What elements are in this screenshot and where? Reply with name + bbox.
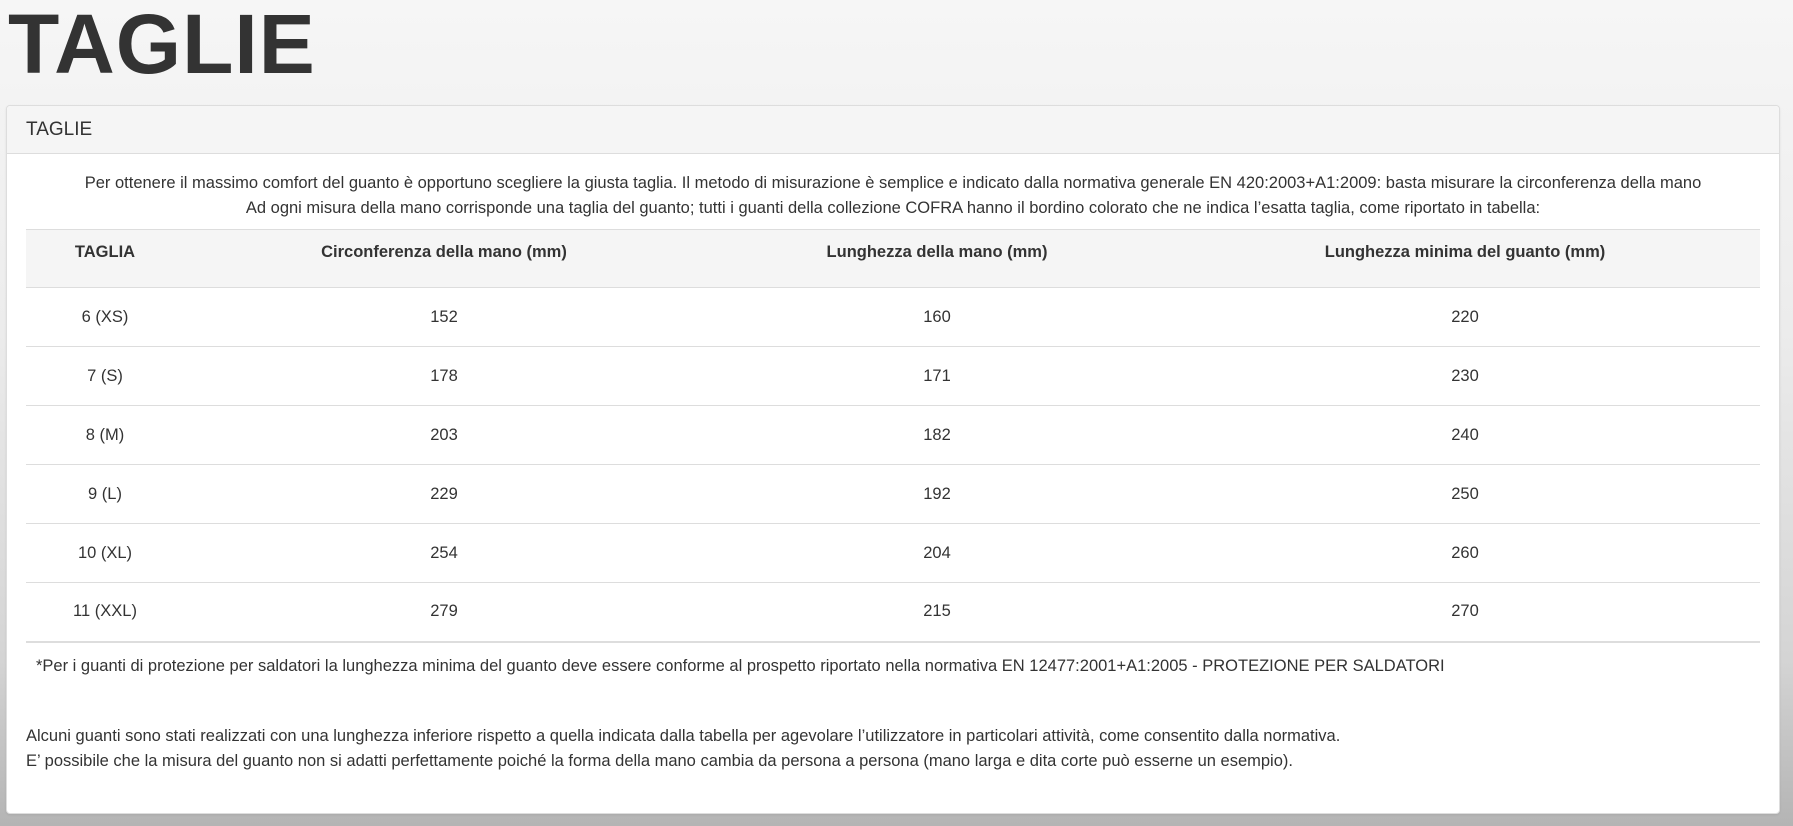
table-row: 10 (XL) 254 204 260	[26, 523, 1760, 583]
table-cell: 11 (XXL)	[26, 582, 184, 643]
note-line: E’ possibile che la misura del guanto no…	[26, 751, 1293, 770]
intro-line: Per ottenere il massimo comfort del guan…	[84, 174, 1702, 192]
table-cell: 240	[1170, 405, 1760, 465]
panel-body: Per ottenere il massimo comfort del guan…	[7, 154, 1779, 774]
table-cell: 10 (XL)	[26, 523, 184, 583]
table-row: 11 (XXL) 279 215 270	[26, 582, 1760, 643]
table-cell: 171	[704, 346, 1170, 406]
table-cell: 260	[1170, 523, 1760, 583]
table-cell: 230	[1170, 346, 1760, 406]
header-min-glove-length: Lunghezza minima del guanto (mm)	[1170, 229, 1760, 288]
table-cell: 7 (S)	[26, 346, 184, 406]
header-size: TAGLIA	[26, 229, 184, 288]
table-cell: 9 (L)	[26, 464, 184, 524]
table-cell: 279	[184, 582, 704, 643]
table-cell: 152	[184, 287, 704, 347]
table-cell: 229	[184, 464, 704, 524]
footnote: *Per i guanti di protezione per saldator…	[36, 656, 1445, 675]
table-cell: 270	[1170, 582, 1760, 643]
size-table: TAGLIA Circonferenza della mano (mm) Lun…	[26, 229, 1760, 643]
table-header-row: TAGLIA Circonferenza della mano (mm) Lun…	[26, 229, 1760, 288]
panel-heading: TAGLIE	[7, 106, 1779, 154]
table-cell: 178	[184, 346, 704, 406]
table-row: 9 (L) 229 192 250	[26, 464, 1760, 524]
notes: Alcuni guanti sono stati realizzati con …	[26, 724, 1760, 774]
intro-line: Ad ogni misura della mano corrisponde un…	[245, 199, 1541, 217]
table-cell: 203	[184, 405, 704, 465]
table-cell: 204	[704, 523, 1170, 583]
sizes-panel: TAGLIE Per ottenere il massimo comfort d…	[6, 105, 1780, 814]
table-cell: 6 (XS)	[26, 287, 184, 347]
table-row: 7 (S) 178 171 230	[26, 346, 1760, 406]
table-row: 6 (XS) 152 160 220	[26, 287, 1760, 347]
table-cell: 254	[184, 523, 704, 583]
table-cell: 215	[704, 582, 1170, 643]
header-hand-length: Lunghezza della mano (mm)	[704, 229, 1170, 288]
header-hand-circumference: Circonferenza della mano (mm)	[184, 229, 704, 288]
intro-text: Per ottenere il massimo comfort del guan…	[26, 171, 1760, 221]
table-cell: 192	[704, 464, 1170, 524]
table-cell: 220	[1170, 287, 1760, 347]
table-cell: 182	[704, 405, 1170, 465]
table-cell: 8 (M)	[26, 405, 184, 465]
note-line: Alcuni guanti sono stati realizzati con …	[26, 726, 1341, 745]
table-row: 8 (M) 203 182 240	[26, 405, 1760, 465]
table-cell: 160	[704, 287, 1170, 347]
page-title: TAGLIE	[8, 0, 316, 91]
table-cell: 250	[1170, 464, 1760, 524]
